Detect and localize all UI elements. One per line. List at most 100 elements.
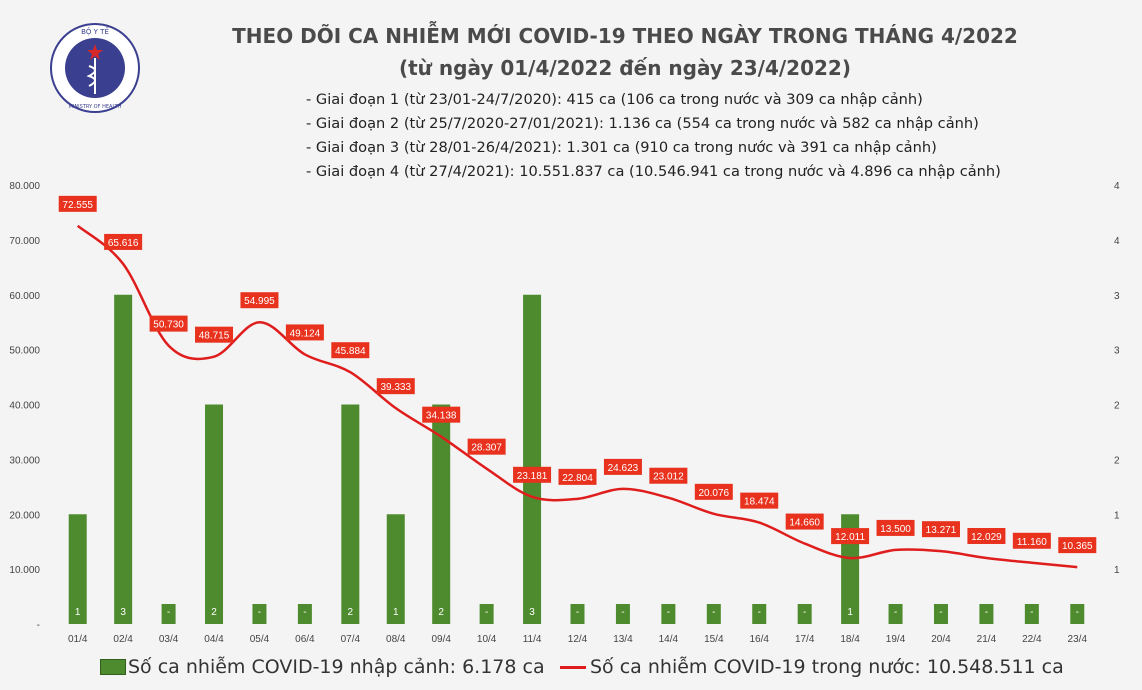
line-data-label-box <box>603 458 642 475</box>
bar-data-label: 1 <box>847 607 853 618</box>
x-tick-label: 10/4 <box>477 634 497 645</box>
x-tick-label: 07/4 <box>341 634 361 645</box>
bar-data-label: - <box>803 607 806 618</box>
y-left-tick-label: 60.000 <box>9 291 40 302</box>
y-left-tick-label: - <box>37 620 40 631</box>
bar <box>161 604 176 624</box>
line-data-label-box <box>921 521 960 538</box>
bar-data-label: - <box>303 607 306 618</box>
series-line <box>76 224 1078 569</box>
line-data-label: 48.715 <box>199 331 230 342</box>
bar-data-label: - <box>1076 607 1079 618</box>
line-data-label: 22.804 <box>562 473 593 484</box>
bar-data-label: - <box>1030 607 1033 618</box>
legend-line-swatch <box>560 665 586 669</box>
x-tick-label: 19/4 <box>886 634 906 645</box>
x-tick-label: 08/4 <box>386 634 406 645</box>
bar <box>297 604 312 624</box>
line-data-label: 49.124 <box>290 328 321 339</box>
x-tick-label: 05/4 <box>250 634 270 645</box>
legend-bar-label: Số ca nhiễm COVID-19 nhập cảnh: 6.178 ca <box>128 656 545 678</box>
line-data-label: 45.884 <box>335 346 366 357</box>
x-tick-label: 12/4 <box>568 634 588 645</box>
line-data-label: 23.012 <box>653 472 684 483</box>
bar-data-label: 1 <box>75 607 81 618</box>
bar <box>661 604 676 624</box>
x-tick-label: 18/4 <box>840 634 860 645</box>
y-right-tick-label: 3 <box>1114 291 1120 302</box>
y-left-tick-label: 50.000 <box>9 346 40 357</box>
bar <box>979 604 994 624</box>
bar <box>386 514 405 624</box>
line-data-label-box <box>422 406 461 423</box>
bar-data-label: - <box>485 607 488 618</box>
x-tick-label: 02/4 <box>113 634 133 645</box>
line-data-label: 13.271 <box>926 525 957 536</box>
bar-data-label: 2 <box>211 607 217 618</box>
y-left-tick-label: 30.000 <box>9 455 40 466</box>
x-tick-label: 15/4 <box>704 634 724 645</box>
legend-line-label: Số ca nhiễm COVID-19 trong nước: 10.548.… <box>590 656 1064 678</box>
line-data-label-box <box>513 466 552 483</box>
bar-data-label: - <box>258 607 261 618</box>
bar-data-label: - <box>894 607 897 618</box>
y-left-tick-label: 10.000 <box>9 565 40 576</box>
y-right-tick-label: 1 <box>1114 565 1120 576</box>
line-data-label: 10.365 <box>1062 541 1093 552</box>
line-data-label: 14.660 <box>789 518 820 529</box>
note-phase-2: - Giai đoạn 2 (từ 25/7/2020-27/01/2021):… <box>306 115 979 132</box>
x-tick-label: 16/4 <box>750 634 770 645</box>
bar-data-label: - <box>167 607 170 618</box>
bar <box>706 604 721 624</box>
line-data-label-box <box>1058 537 1097 554</box>
line-data-label-box <box>376 378 415 395</box>
line-data-label: 28.307 <box>471 443 502 454</box>
bar <box>615 604 630 624</box>
x-tick-label: 13/4 <box>613 634 633 645</box>
line-data-label-box <box>285 324 324 341</box>
x-tick-label: 14/4 <box>659 634 679 645</box>
line-data-label: 23.181 <box>517 471 548 482</box>
line-data-label-box <box>240 292 279 309</box>
x-tick-label: 03/4 <box>159 634 179 645</box>
x-tick-label: 04/4 <box>204 634 224 645</box>
bar <box>933 604 948 624</box>
line-data-label-box <box>1012 532 1051 549</box>
x-tick-label: 06/4 <box>295 634 315 645</box>
y-left-tick-label: 40.000 <box>9 401 40 412</box>
line-data-label-box <box>694 483 733 500</box>
line-data-label-box <box>649 467 688 484</box>
bar <box>797 604 812 624</box>
line-data-label: 65.616 <box>108 238 139 249</box>
line-data-label: 50.730 <box>153 320 184 331</box>
line-data-label: 18.474 <box>744 497 775 508</box>
note-phase-3: - Giai đoạn 3 (từ 28/01-26/4/2021): 1.30… <box>306 139 937 156</box>
x-tick-label: 20/4 <box>931 634 951 645</box>
bar <box>888 604 903 624</box>
y-left-tick-label: 70.000 <box>9 236 40 247</box>
line-data-label-box <box>195 326 234 343</box>
bar-data-label: - <box>667 607 670 618</box>
line-data-label-box <box>331 342 370 359</box>
line-data-label: 12.011 <box>835 532 865 543</box>
line-data-label-box <box>558 468 597 485</box>
y-right-tick-label: 2 <box>1114 455 1120 466</box>
bar-data-label: 2 <box>348 607 354 618</box>
bar <box>570 604 585 624</box>
line-data-label: 54.995 <box>244 296 275 307</box>
chart-plot: - 10.000 20.000 30.000 40.000 50.000 60.000 70.… <box>9 181 1120 645</box>
bar-data-label: - <box>985 607 988 618</box>
line-data-label: 12.029 <box>971 532 1002 543</box>
line-data-label: 13.500 <box>880 524 911 535</box>
y-left-tick-label: 80.000 <box>9 181 40 192</box>
legend-bar-swatch <box>100 659 126 675</box>
bar <box>68 514 87 624</box>
line-data-label: 11.160 <box>1017 537 1047 548</box>
line-data-label-box <box>831 528 870 545</box>
bar-data-label: - <box>712 607 715 618</box>
bar-data-label: 3 <box>529 607 535 618</box>
legend-item-bar: Số ca nhiễm COVID-19 nhập cảnh: 6.178 ca <box>100 656 545 678</box>
line-data-label: 72.555 <box>62 200 93 211</box>
x-tick-label: 09/4 <box>431 634 451 645</box>
line-data-label-box <box>149 315 188 332</box>
